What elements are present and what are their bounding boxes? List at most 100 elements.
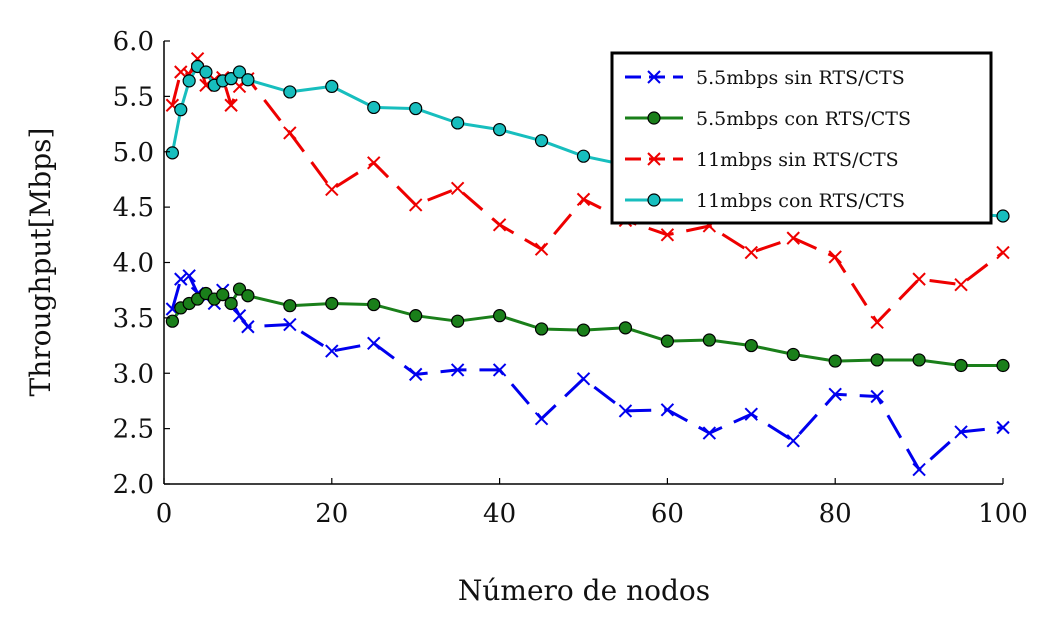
legend-entry: 5.5mbps con RTS/CTS (625, 108, 911, 130)
data-point (618, 404, 633, 418)
data-point (870, 353, 884, 367)
data-point (241, 320, 255, 334)
data-point (744, 245, 759, 260)
x-axis-title: Número de nodos (458, 574, 710, 607)
data-point (216, 288, 230, 302)
series-line (170, 274, 1004, 472)
data-point (241, 73, 255, 87)
y-tick-label: 5.0 (113, 138, 154, 168)
data-point (534, 134, 549, 148)
data-point (786, 231, 800, 245)
x-tick-label: 20 (315, 499, 348, 529)
x-tick-label: 40 (483, 499, 516, 529)
x-tick-label: 80 (819, 499, 852, 529)
data-point (576, 192, 591, 207)
legend-entry: 11mbps con RTS/CTS (625, 190, 905, 212)
data-point (912, 272, 926, 286)
data-point (174, 103, 188, 117)
data-point (786, 347, 800, 362)
y-tick-label: 4.0 (113, 249, 154, 279)
ticks: 0 20 40 60 80 100 2.0 2.5 3.0 3.5 4.0 4.5 5.0 5.5 6.0 (113, 27, 1028, 529)
y-axis-title: Throughput[Mbps] (24, 128, 57, 397)
data-point (182, 269, 196, 283)
data-point (450, 363, 465, 377)
data-point (996, 245, 1010, 260)
legend-box (610, 51, 993, 225)
data-point (870, 389, 884, 404)
data-point (786, 434, 800, 448)
legend-entry: 5.5mbps sin RTS/CTS (625, 67, 905, 89)
data-point (534, 411, 549, 426)
data-point (450, 181, 465, 196)
data-point (954, 425, 968, 439)
data-point (165, 314, 179, 328)
legend-label: 5.5mbps sin RTS/CTS (696, 67, 905, 89)
data-point (492, 363, 507, 377)
legend-marker (647, 193, 661, 207)
data-point (702, 333, 716, 347)
data-point (828, 250, 842, 264)
data-point (702, 426, 717, 440)
data-point (199, 65, 213, 79)
data-point (174, 272, 188, 286)
data-point (534, 322, 549, 336)
data-point (283, 299, 297, 313)
data-point (996, 420, 1010, 435)
data-point (283, 317, 297, 332)
y-tick-label: 3.0 (113, 359, 154, 389)
data-point (493, 309, 507, 323)
data-point (367, 336, 381, 351)
data-point (232, 308, 247, 323)
data-point (451, 116, 465, 130)
data-point (241, 289, 255, 303)
legend-marker (647, 70, 661, 84)
data-point (409, 101, 423, 116)
data-point (325, 182, 339, 197)
data-point (912, 353, 926, 367)
data-point (912, 462, 926, 477)
data-point (409, 309, 423, 323)
legend-marker (647, 111, 661, 125)
data-point (325, 344, 339, 358)
y-tick-label: 3.5 (113, 304, 154, 334)
data-point (576, 323, 591, 337)
legend: 5.5mbps sin RTS/CTS 5.5mbps con RTS/CTS 11… (610, 51, 993, 225)
y-tick-label: 6.0 (113, 27, 154, 57)
data-point (492, 218, 507, 232)
legend-entry: 11mbps sin RTS/CTS (625, 149, 899, 171)
data-point (576, 372, 591, 386)
data-point (451, 314, 465, 328)
data-point (996, 358, 1010, 373)
data-point (660, 334, 675, 348)
data-point (408, 198, 423, 212)
data-point (534, 242, 549, 256)
legend-label: 5.5mbps con RTS/CTS (696, 108, 911, 130)
y-tick-label: 5.5 (113, 82, 154, 112)
data-point (165, 146, 179, 160)
data-point (870, 315, 884, 330)
data-point (744, 407, 759, 421)
y-tick-label: 4.5 (113, 193, 154, 223)
data-point (660, 228, 675, 242)
data-point (367, 100, 381, 115)
data-point (954, 358, 968, 373)
legend-label: 11mbps con RTS/CTS (696, 190, 905, 212)
legend-label: 11mbps sin RTS/CTS (696, 149, 899, 171)
data-point (493, 123, 507, 137)
data-point (954, 277, 968, 292)
data-point (618, 321, 633, 335)
data-point (744, 338, 758, 353)
series-2 (165, 282, 1010, 373)
data-point (576, 149, 591, 163)
x-tick-label: 0 (156, 499, 173, 529)
y-tick-label: 2.0 (113, 470, 154, 500)
data-point (996, 209, 1010, 223)
data-point (325, 79, 339, 94)
data-point (828, 387, 842, 401)
data-point (224, 98, 238, 112)
x-tick-label: 100 (978, 499, 1028, 529)
data-point (828, 354, 842, 368)
data-point (367, 297, 381, 312)
x-tick-label: 60 (651, 499, 684, 529)
